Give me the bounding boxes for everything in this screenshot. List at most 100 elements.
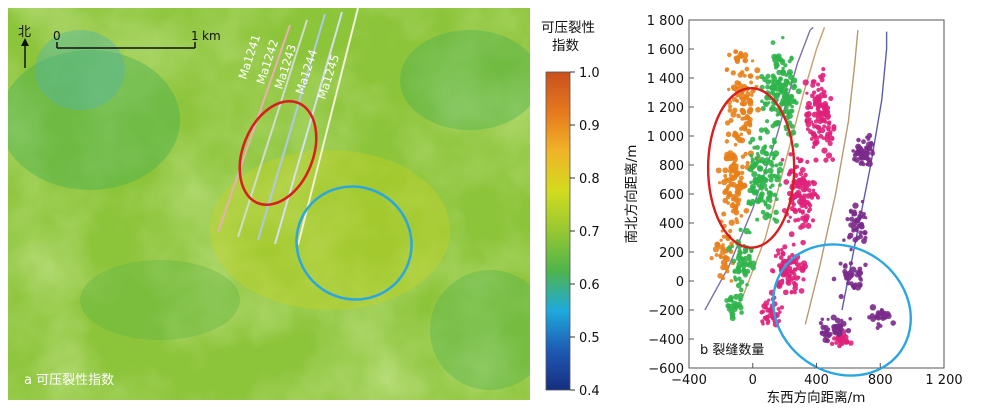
fracture-point [782,244,788,250]
fracture-point [786,96,792,102]
fracture-point [727,296,734,303]
fracture-point [797,275,801,280]
fracture-point [795,164,799,169]
fracture-point [822,93,828,99]
fracture-point [810,218,816,223]
fracture-point [740,164,745,170]
fracture-point [775,92,780,97]
fracture-point [734,217,739,222]
fracture-point [782,289,789,296]
fracture-point [800,260,808,267]
fracture-point [800,239,806,246]
x-tick-label: 400 [804,373,829,388]
fracture-point [856,137,861,143]
y-tick-label: 1 800 [647,14,684,29]
fracture-point [837,343,842,349]
fracture-point [763,300,770,307]
fracture-point [845,327,852,334]
fracture-point [870,151,875,156]
fracture-point [857,215,862,220]
fracture-point [788,215,792,219]
fracture-point [811,188,816,193]
map-red-ellipse [238,99,318,207]
fracture-point [783,63,788,68]
fracture-point [733,49,739,55]
fracture-point [788,152,793,157]
fracture-point [754,157,759,161]
fracture-point [728,228,733,234]
fracture-point [739,107,745,113]
north-arrow-head-icon [21,38,29,46]
fracture-point [721,179,728,186]
fracture-point [875,325,880,330]
fracture-point [727,168,733,174]
fracture-point [758,127,765,133]
fracture-point [821,147,828,154]
fracture-point [825,125,832,131]
fracture-point [765,308,770,313]
fracture-point [858,234,863,239]
fracture-point [816,87,821,92]
y-tick-label: 1 600 [647,43,684,58]
fracture-point [764,129,770,135]
fracture-point [852,202,859,209]
fracture-point [726,201,730,205]
fracture-point [805,121,812,128]
fracture-point [774,62,780,69]
fracture-point [748,230,752,235]
fracture-point [870,316,876,323]
fracture-point [727,108,733,113]
map-patch-high [210,150,450,310]
fracture-point [734,80,740,86]
fracture-point [790,289,794,294]
fracture-point [745,114,749,118]
fracture-point [788,231,795,238]
fracture-point [763,170,768,175]
fracture-point [813,135,820,141]
fracture-point [800,210,805,215]
x-tick-label: 0 [749,373,757,388]
y-tick-label: 200 [659,246,684,261]
fracture-point [787,59,792,64]
fracture-point [743,151,748,157]
fracture-point [780,250,786,256]
fracture-point [729,203,735,209]
fracture-point [721,211,727,217]
fracture-point [775,82,779,86]
fracture-point [880,313,887,320]
fracture-point [764,187,769,192]
fracture-point [709,255,714,261]
fracture-point [778,310,782,314]
fracture-point [722,255,728,261]
fracture-point [736,113,741,119]
fracture-point [776,56,783,62]
fracture-point [822,110,829,118]
fracture-point [774,163,779,168]
fracture-point [792,282,799,288]
fracture-point [736,188,741,193]
fracture-point [724,139,730,144]
fracture-point [737,52,744,59]
fracture-point [734,58,741,65]
fracture-point [791,202,796,207]
fracture-point [857,274,862,278]
fracture-point [818,321,823,326]
fracture-point [741,269,748,276]
fracture-point [812,103,817,107]
fracture-point [723,188,729,194]
fracture-point [735,93,739,98]
fracture-point [805,91,809,95]
fracture-point [739,310,744,315]
colorbar-title-line2: 指数 [552,38,580,54]
fracture-point [783,179,790,185]
fracture-point [788,74,794,81]
fracture-point [789,108,795,114]
fracture-point [809,137,814,141]
fracture-point [732,131,739,137]
colorbar-tick-label: 0.4 [579,384,600,399]
fracture-point [747,167,752,172]
colorbar-tick-label: 0.7 [579,225,600,240]
map-patch-low [80,260,240,340]
fracture-point [749,163,755,169]
fracture-point [773,84,777,89]
